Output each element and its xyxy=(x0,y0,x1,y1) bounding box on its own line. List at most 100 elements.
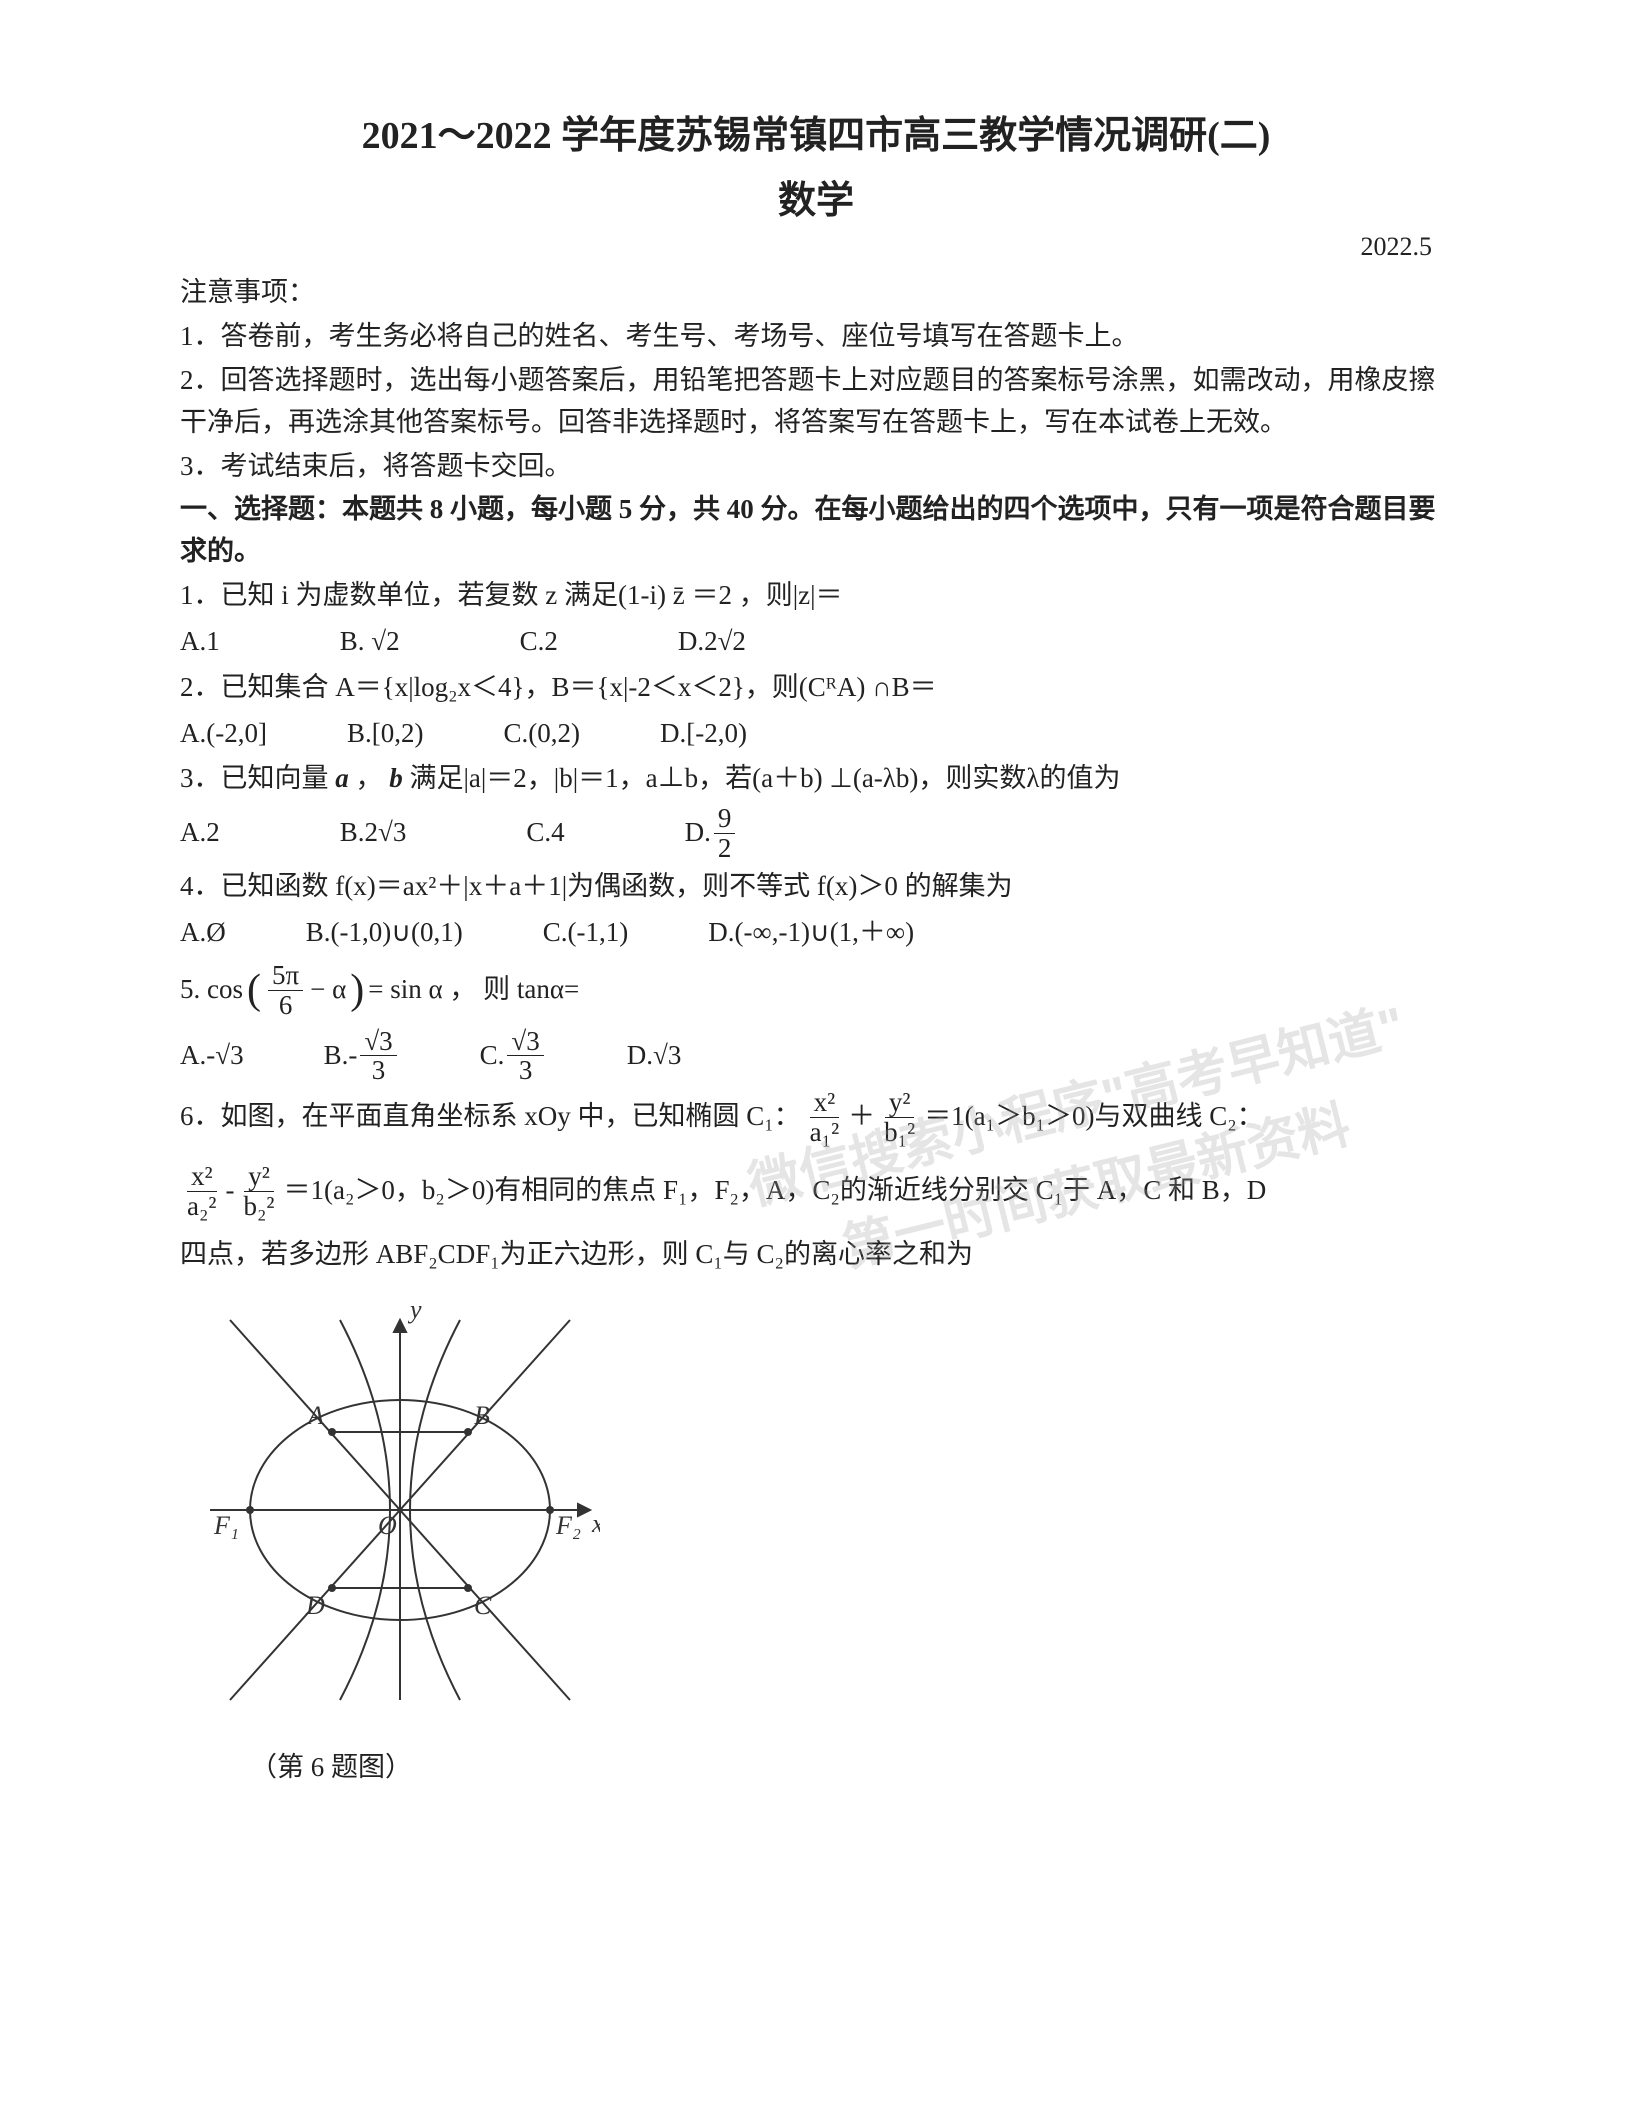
q3-opt-d: D. 9 2 xyxy=(685,804,739,862)
q6-eq2-t2n: y² xyxy=(244,1162,274,1191)
fig-label-F2: F₂ xyxy=(555,1511,581,1540)
exam-date: 2022.5 xyxy=(180,232,1452,262)
title-line2: 数学 xyxy=(180,169,1452,224)
q3-vec-a: a xyxy=(335,763,349,793)
q2-opt-a: A.(-2,0] xyxy=(180,713,267,755)
q5-pre: 5. cos xyxy=(180,969,243,1011)
q4-opt-c: C.(-1,1) xyxy=(543,912,628,954)
q6-eq2-t1: x² a₂² xyxy=(183,1162,221,1220)
q5-opt-c: C. √3 3 xyxy=(480,1027,547,1085)
q1-opt-b: B. √2 xyxy=(340,621,400,663)
q1-opt-c: C.2 xyxy=(520,621,558,663)
q5-frac: 5π 6 xyxy=(268,961,303,1019)
q3-opt-b-pre: B.2 xyxy=(340,812,378,854)
q1-options: A.1 B. √2 C.2 D.2√2 xyxy=(180,621,1452,663)
fig-label-B: B xyxy=(474,1401,490,1430)
q1-stem: 1．已知 i 为虚数单位，若复数 z 满足(1-i) z̄ ＝2 ，则|z|＝ xyxy=(180,575,1452,617)
q3-opt-d-frac: 9 2 xyxy=(714,804,736,862)
q5-d-pre: D. xyxy=(627,1035,653,1077)
q5-post: = sin α ， 则 tanα= xyxy=(368,969,579,1011)
q6-line2wrap: x² a₂² - y² b₂² ＝1(a₂＞0，b₂＞0)有相同的焦点 F₁，F… xyxy=(180,1162,1452,1220)
q5-b-pre: B.- xyxy=(324,1035,358,1077)
fig-label-D: D xyxy=(305,1591,325,1620)
q1-opt-a: A.1 xyxy=(180,621,220,663)
q6-eq1-t1d: a₁² xyxy=(806,1118,844,1146)
q6-figure-svg: y x A B C D O F₁ F₂ xyxy=(200,1300,600,1720)
q3-comma1: ， xyxy=(356,763,383,793)
q4-opt-d: D.(-∞,-1)∪(1,＋∞) xyxy=(708,912,914,954)
q5-stem: 5. cos ( 5π 6 − α ) = sin α ， 则 tanα= xyxy=(180,958,1452,1023)
q5-opt-a: A.- √3 xyxy=(180,1035,244,1077)
q6-l1a: 6．如图，在平面直角坐标系 xOy 中，已知椭圆 C₁： xyxy=(180,1096,801,1138)
q5-c-pre: C. xyxy=(480,1035,505,1077)
notice-block: 注意事项： 1．答卷前，考生务必将自己的姓名、考生号、考场号、座位号填写在答题卡… xyxy=(180,272,1452,1788)
q6-figure: y x A B C D O F₁ F₂ （第 6 题图） xyxy=(200,1300,1452,1789)
q6-eq2-t2d: b₂² xyxy=(240,1192,279,1220)
q6-eq1-t1n: x² xyxy=(810,1088,840,1117)
q3-vec-b: b xyxy=(389,763,403,793)
q6-l1b: ＝1(a₁＞b₁＞0)与双曲线 C₂： xyxy=(924,1096,1263,1138)
q5-c-frac: √3 3 xyxy=(507,1027,543,1085)
q6-line1: 6．如图，在平面直角坐标系 xOy 中，已知椭圆 C₁： x² a₁² ＋ y²… xyxy=(180,1088,1452,1146)
notice-3: 3．考试结束后，将答题卡交回。 xyxy=(180,446,1452,488)
fig-label-O: O xyxy=(378,1511,397,1540)
q3-opt-c: C.4 xyxy=(526,812,564,854)
q5-b-den: 3 xyxy=(368,1056,390,1084)
q5-a-pre: A.- xyxy=(180,1035,215,1077)
q3-opt-b-sqrt: √3 xyxy=(378,812,406,854)
q6-eq2-t1n: x² xyxy=(187,1162,217,1191)
q5-b-frac: √3 3 xyxy=(360,1027,396,1085)
notice-1: 1．答卷前，考生务必将自己的姓名、考生号、考场号、座位号填写在答题卡上。 xyxy=(180,316,1452,358)
q6-l2: ＝1(a₂＞0，b₂＞0)有相同的焦点 F₁，F₂，A，C₂的渐近线分别交 C₁… xyxy=(284,1170,1267,1212)
q2-opt-b: B.[0,2) xyxy=(347,713,424,755)
q6-eq1-plus: ＋ xyxy=(848,1096,875,1138)
q6-eq2-t1d: a₂² xyxy=(183,1192,221,1220)
q3-stem-b: 满足|a|＝2，|b|＝1，a⊥b，若(a＋b) ⊥(a-λb)，则实数λ的值为 xyxy=(410,763,1121,793)
q4-stem: 4．已知函数 f(x)＝ax²＋|x＋a＋1|为偶函数，则不等式 f(x)＞0 … xyxy=(180,866,1452,908)
q6-figure-caption: （第 6 题图） xyxy=(250,1747,1452,1789)
q5-frac-den: 6 xyxy=(275,991,297,1019)
exam-page: 2021～2022 学年度苏锡常镇四市高三教学情况调研(二) 数学 2022.5… xyxy=(0,0,1632,2112)
q1-opt-d: D.2√2 xyxy=(678,621,746,663)
q4-opt-b: B.(-1,0)∪(0,1) xyxy=(306,912,463,954)
q5-c-num: √3 xyxy=(507,1027,543,1056)
q6-eq2-t2: y² b₂² xyxy=(240,1162,279,1220)
title-line1: 2021～2022 学年度苏锡常镇四市高三教学情况调研(二) xyxy=(180,110,1452,163)
q6-eq1-t1: x² a₁² xyxy=(806,1088,844,1146)
q5-b-num: √3 xyxy=(360,1027,396,1056)
q6-eq1-t2: y² b₁² xyxy=(880,1088,919,1146)
q3-stem: 3．已知向量 a ， b 满足|a|＝2，|b|＝1，a⊥b，若(a＋b) ⊥(… xyxy=(180,758,1452,800)
fig-label-C: C xyxy=(474,1591,492,1620)
q6-eq2-minus: - xyxy=(226,1170,235,1212)
q2-options: A.(-2,0] B.[0,2) C.(0,2) D.[-2,0) xyxy=(180,713,1452,755)
q5-lparen: ( xyxy=(247,958,261,1023)
fig-label-y: y xyxy=(407,1300,422,1324)
q3-d-den: 2 xyxy=(714,834,736,862)
q6-line3: 四点，若多边形 ABF₂CDF₁为正六边形，则 C₁与 C₂的离心率之和为 xyxy=(180,1234,1452,1276)
q2-opt-c: C.(0,2) xyxy=(503,713,580,755)
q3-d-num: 9 xyxy=(714,804,736,833)
q5-c-den: 3 xyxy=(515,1056,537,1084)
notice-2: 2．回答选择题时，选出每小题答案后，用铅笔把答题卡上对应题目的答案标号涂黑，如需… xyxy=(180,360,1452,444)
q3-stem-a: 3．已知向量 xyxy=(180,763,335,793)
q5-frac-num: 5π xyxy=(268,961,303,990)
q3-options: A.2 B.2 √3 C.4 D. 9 2 xyxy=(180,804,1452,862)
fig-label-A: A xyxy=(306,1401,324,1430)
q2-stem: 2．已知集合 A＝{x|log₂x＜4}，B＝{x|-2＜x＜2}，则(CᴿA)… xyxy=(180,667,1452,709)
q6-eq1-t2d: b₁² xyxy=(880,1118,919,1146)
q5-mid: − α xyxy=(310,969,346,1011)
q3-opt-a: A.2 xyxy=(180,812,220,854)
q6-eq1-t2n: y² xyxy=(885,1088,915,1117)
q4-opt-a: A.Ø xyxy=(180,912,226,954)
q3-opt-b: B.2 √3 xyxy=(340,812,407,854)
section1-heading: 一、选择题：本题共 8 小题，每小题 5 分，共 40 分。在每小题给出的四个选… xyxy=(180,489,1452,573)
fig-label-F1: F₁ xyxy=(213,1511,239,1540)
q5-rparen: ) xyxy=(350,958,364,1023)
q5-options: A.- √3 B.- √3 3 C. √3 3 D. √3 xyxy=(180,1027,1452,1085)
notice-heading: 注意事项： xyxy=(180,272,1452,314)
q5-opt-d: D. √3 xyxy=(627,1035,682,1077)
q2-opt-d: D.[-2,0) xyxy=(660,713,747,755)
q4-options: A.Ø B.(-1,0)∪(0,1) C.(-1,1) D.(-∞,-1)∪(1… xyxy=(180,912,1452,954)
q3-opt-d-pre: D. xyxy=(685,812,711,854)
q5-a-sqrt: √3 xyxy=(215,1035,243,1077)
